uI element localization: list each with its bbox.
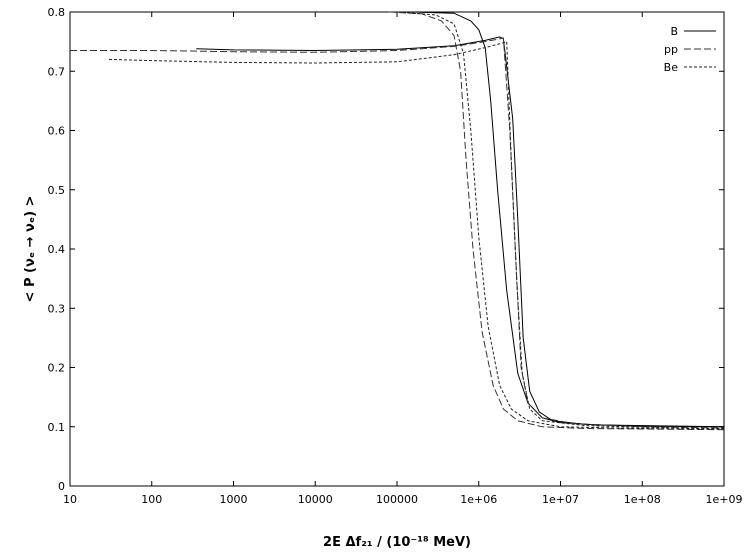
- y-tick-label: 0.1: [48, 421, 66, 434]
- x-tick-label: 1e+09: [706, 493, 743, 506]
- y-tick-label: 0.6: [48, 125, 66, 138]
- x-tick-label: 1e+08: [624, 493, 661, 506]
- series-line-b-0: [196, 36, 725, 428]
- legend-label-be: Be: [664, 61, 679, 74]
- x-axis-label: 2E Δf₂₁ / (10⁻¹⁸ MeV): [323, 535, 471, 550]
- x-tick-label: 100000: [376, 493, 418, 506]
- series-line-pp-2: [70, 37, 725, 429]
- ticks: 10 100 1000 10000 100000 1e+06 1e+07 1e+08 1e+09…: [48, 6, 743, 506]
- x-tick-label: 1000: [220, 493, 248, 506]
- x-tick-label: 10: [63, 493, 77, 506]
- series-layer: [70, 11, 725, 431]
- plot-frame: [69, 11, 725, 487]
- y-tick-label: 0.4: [48, 243, 66, 256]
- legend-label-pp: pp: [664, 43, 678, 56]
- x-tick-label: 10000: [298, 493, 333, 506]
- y-tick-label: 0.7: [48, 65, 66, 78]
- series-line-be-4: [108, 40, 725, 429]
- y-tick-label: 0: [58, 480, 65, 493]
- y-tick-label: 0.5: [48, 184, 66, 197]
- series-line-b-1: [411, 11, 725, 428]
- series-line-pp-3: [389, 11, 725, 431]
- x-tick-label: 100: [141, 493, 162, 506]
- x-tick-label: 1e+06: [460, 493, 497, 506]
- y-tick-label: 0.8: [48, 6, 66, 19]
- legend-label-b: B: [670, 25, 678, 38]
- legend: Bpp Be: [664, 25, 716, 74]
- x-tick-label: 1e+07: [542, 493, 579, 506]
- y-tick-label: 0.2: [48, 362, 66, 375]
- series-line-be-5: [396, 11, 725, 430]
- y-tick-label: 0.3: [48, 302, 66, 315]
- y-axis-label: < P (νₑ → νₑ) >: [23, 196, 38, 303]
